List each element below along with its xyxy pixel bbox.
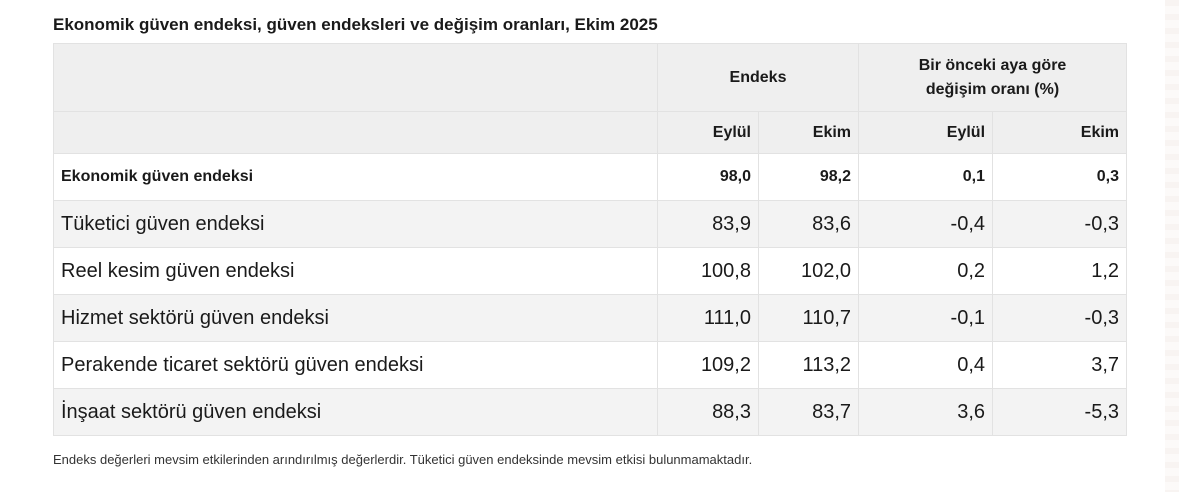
cell-change-october: -5,3 [992,388,1128,436]
cell-change-september: 0,4 [858,341,994,389]
cell-index-october: 110,7 [757,294,860,342]
header-change-september: Eylül [858,111,994,154]
header-index-september: Eylül [657,111,759,154]
cell-index-october: 83,7 [757,388,860,436]
row-label: Tüketici güven endeksi [53,200,658,248]
cell-change-september: 0,1 [858,153,994,201]
cell-index-september: 111,0 [657,294,759,342]
row-label: Reel kesim güven endeksi [53,247,658,295]
row-label: Perakende ticaret sektörü güven endeksi [53,341,658,389]
table-row: Hizmet sektörü güven endeksi 111,0 110,7… [53,294,1128,342]
header-change-line1: Bir önceki aya göre [918,56,1067,74]
row-label: İnşaat sektörü güven endeksi [53,388,658,436]
table-row: Ekonomik güven endeksi 98,0 98,2 0,1 0,3 [53,153,1128,201]
table-title: Ekonomik güven endeksi, güven endeksleri… [53,15,658,34]
cell-change-october: -0,3 [992,200,1128,248]
cell-index-september: 88,3 [657,388,759,436]
header-row-groups: Endeks Bir önceki aya göre değişim oranı… [53,43,1128,112]
cell-index-october: 113,2 [757,341,860,389]
cell-index-october: 83,6 [757,200,860,248]
cell-change-september: -0,4 [858,200,994,248]
cell-change-october: 1,2 [992,247,1128,295]
row-label: Hizmet sektörü güven endeksi [53,294,658,342]
header-change-line2: değişim oranı (%) [925,80,1060,98]
cell-change-october: 3,7 [992,341,1128,389]
cell-index-september: 98,0 [657,153,759,201]
header-row-months: Eylül Ekim Eylül Ekim [53,111,1128,154]
cell-index-september: 100,8 [657,247,759,295]
cell-change-october: -0,3 [992,294,1128,342]
header-index-october: Ekim [757,111,860,154]
decorative-edge-pattern [1165,0,1179,492]
cell-index-october: 102,0 [757,247,860,295]
cell-index-september: 83,9 [657,200,759,248]
cell-index-october: 98,2 [757,153,860,201]
table-row: Tüketici güven endeksi 83,9 83,6 -0,4 -0… [53,200,1128,248]
table-row: Perakende ticaret sektörü güven endeksi … [53,341,1128,389]
table-footnote: Endeks değerleri mevsim etkilerinden arı… [53,452,753,467]
row-label: Ekonomik güven endeksi [53,153,658,201]
header-change-group: Bir önceki aya göre değişim oranı (%) [858,43,1128,112]
header-empty-cell [53,43,658,112]
table-row: İnşaat sektörü güven endeksi 88,3 83,7 3… [53,388,1128,436]
cell-change-september: -0,1 [858,294,994,342]
confidence-index-table: Endeks Bir önceki aya göre değişim oranı… [53,43,1128,436]
cell-change-september: 0,2 [858,247,994,295]
header-empty-cell [53,111,658,154]
header-change-october: Ekim [992,111,1128,154]
cell-change-october: 0,3 [992,153,1128,201]
header-index-group: Endeks [656,43,860,112]
table-row: Reel kesim güven endeksi 100,8 102,0 0,2… [53,247,1128,295]
cell-index-september: 109,2 [657,341,759,389]
cell-change-september: 3,6 [858,388,994,436]
